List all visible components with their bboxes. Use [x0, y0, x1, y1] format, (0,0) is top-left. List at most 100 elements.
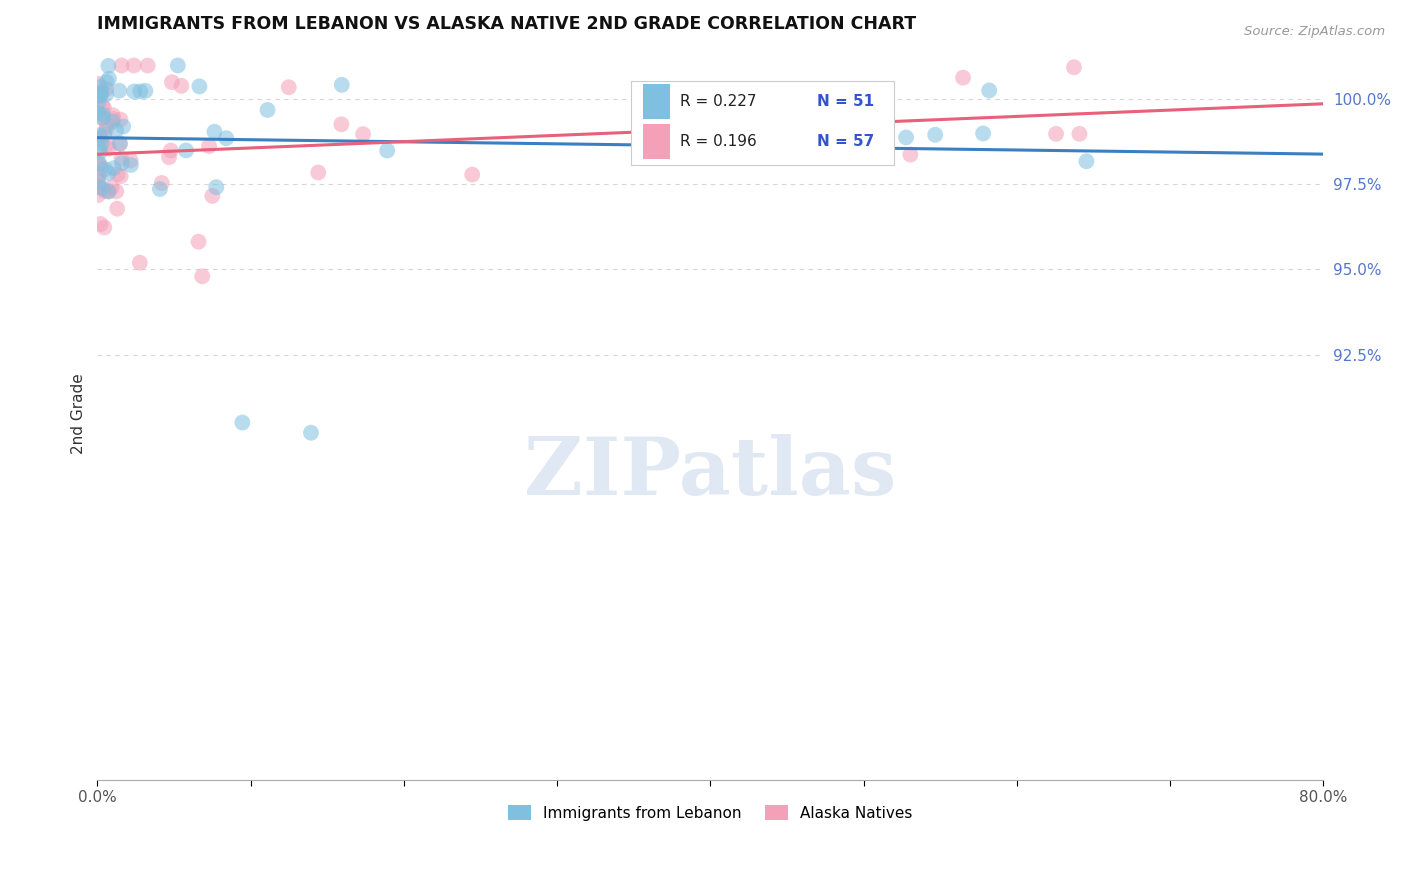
Point: [90, 136, 112, 151]
Point: [97, 59, 120, 73]
Point: [201, 189, 224, 203]
Point: [96, 75, 118, 89]
Point: [122, 58, 145, 72]
Point: [87, 77, 110, 91]
Point: [205, 180, 228, 194]
Text: R = 0.227: R = 0.227: [679, 95, 756, 110]
Point: [330, 78, 353, 92]
Y-axis label: 2nd Grade: 2nd Grade: [72, 374, 86, 454]
Point: [90, 160, 112, 174]
Point: [1045, 127, 1067, 141]
Point: [101, 108, 124, 122]
Point: [120, 158, 142, 172]
Point: [87, 157, 110, 171]
Point: [87, 106, 110, 120]
Point: [256, 103, 278, 117]
Text: N = 57: N = 57: [817, 134, 875, 149]
Point: [103, 112, 125, 126]
Point: [129, 84, 152, 98]
Point: [159, 144, 181, 158]
Point: [187, 235, 209, 249]
Point: [87, 180, 110, 194]
Point: [352, 127, 374, 141]
Point: [101, 114, 124, 128]
Point: [111, 156, 134, 170]
Point: [188, 79, 211, 94]
Point: [87, 168, 110, 182]
Point: [461, 168, 484, 182]
Point: [215, 131, 238, 145]
Point: [91, 111, 114, 125]
Point: [107, 167, 129, 181]
Point: [90, 86, 112, 100]
Point: [97, 185, 120, 199]
Text: ZIPatlas: ZIPatlas: [524, 434, 897, 511]
Bar: [631, 81, 894, 165]
Point: [157, 150, 180, 164]
Point: [89, 88, 111, 103]
Point: [198, 139, 221, 153]
Point: [128, 255, 150, 269]
Point: [149, 182, 172, 196]
Point: [160, 75, 183, 89]
Point: [96, 87, 118, 102]
Point: [898, 147, 921, 161]
Text: N = 51: N = 51: [817, 95, 875, 110]
Point: [191, 269, 214, 284]
Point: [1063, 60, 1085, 74]
Legend: Immigrants from Lebanon, Alaska Natives: Immigrants from Lebanon, Alaska Natives: [502, 798, 918, 827]
Point: [330, 117, 353, 131]
Point: [170, 78, 193, 93]
Point: [93, 127, 115, 141]
Point: [100, 180, 122, 194]
Point: [96, 82, 118, 96]
Bar: [643, 124, 669, 159]
Point: [94, 162, 117, 177]
Point: [91, 99, 114, 113]
Text: IMMIGRANTS FROM LEBANON VS ALASKA NATIVE 2ND GRADE CORRELATION CHART: IMMIGRANTS FROM LEBANON VS ALASKA NATIVE…: [97, 15, 917, 33]
Point: [87, 95, 110, 110]
Point: [1076, 154, 1098, 169]
Point: [972, 127, 994, 141]
Point: [90, 86, 112, 100]
Point: [93, 184, 115, 198]
Point: [93, 101, 115, 115]
Point: [96, 118, 118, 132]
Point: [89, 145, 111, 160]
Point: [103, 161, 125, 176]
Point: [89, 80, 111, 95]
Point: [89, 128, 111, 143]
Point: [1069, 127, 1091, 141]
Point: [979, 83, 1001, 97]
Point: [307, 165, 329, 179]
Point: [97, 71, 120, 86]
Point: [134, 84, 156, 98]
Point: [90, 217, 112, 231]
Point: [111, 58, 134, 72]
Text: R = 0.196: R = 0.196: [679, 134, 756, 149]
Point: [108, 84, 131, 98]
Point: [105, 123, 128, 137]
Point: [110, 169, 132, 183]
Point: [277, 80, 299, 95]
Point: [108, 136, 131, 151]
Point: [299, 425, 322, 440]
Point: [122, 85, 145, 99]
Point: [108, 136, 131, 151]
Point: [97, 137, 120, 152]
Point: [91, 112, 114, 126]
Point: [87, 175, 110, 189]
Point: [174, 144, 197, 158]
Point: [136, 58, 159, 72]
Point: [952, 70, 974, 85]
Point: [97, 184, 120, 198]
Point: [166, 58, 188, 72]
Point: [89, 131, 111, 145]
Point: [93, 220, 115, 235]
Bar: [643, 84, 669, 120]
Point: [105, 202, 128, 216]
Point: [97, 142, 120, 156]
Text: Source: ZipAtlas.com: Source: ZipAtlas.com: [1244, 25, 1385, 38]
Point: [89, 142, 111, 156]
Point: [91, 108, 114, 122]
